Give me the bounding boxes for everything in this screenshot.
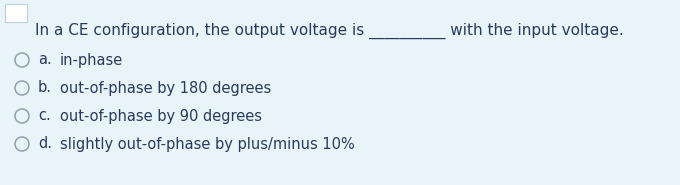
Ellipse shape	[15, 109, 29, 123]
Text: c.: c.	[38, 108, 51, 124]
Text: In a CE configuration, the output voltage is __________ with the input voltage.: In a CE configuration, the output voltag…	[35, 23, 624, 39]
Text: out-of-phase by 90 degrees: out-of-phase by 90 degrees	[60, 108, 262, 124]
Text: in-phase: in-phase	[60, 53, 123, 68]
FancyBboxPatch shape	[5, 4, 27, 22]
Text: slightly out-of-phase by plus/minus 10%: slightly out-of-phase by plus/minus 10%	[60, 137, 355, 152]
Ellipse shape	[15, 53, 29, 67]
Text: d.: d.	[38, 137, 52, 152]
Ellipse shape	[15, 81, 29, 95]
Text: a.: a.	[38, 53, 52, 68]
Text: out-of-phase by 180 degrees: out-of-phase by 180 degrees	[60, 80, 271, 95]
Text: b.: b.	[38, 80, 52, 95]
Ellipse shape	[15, 137, 29, 151]
